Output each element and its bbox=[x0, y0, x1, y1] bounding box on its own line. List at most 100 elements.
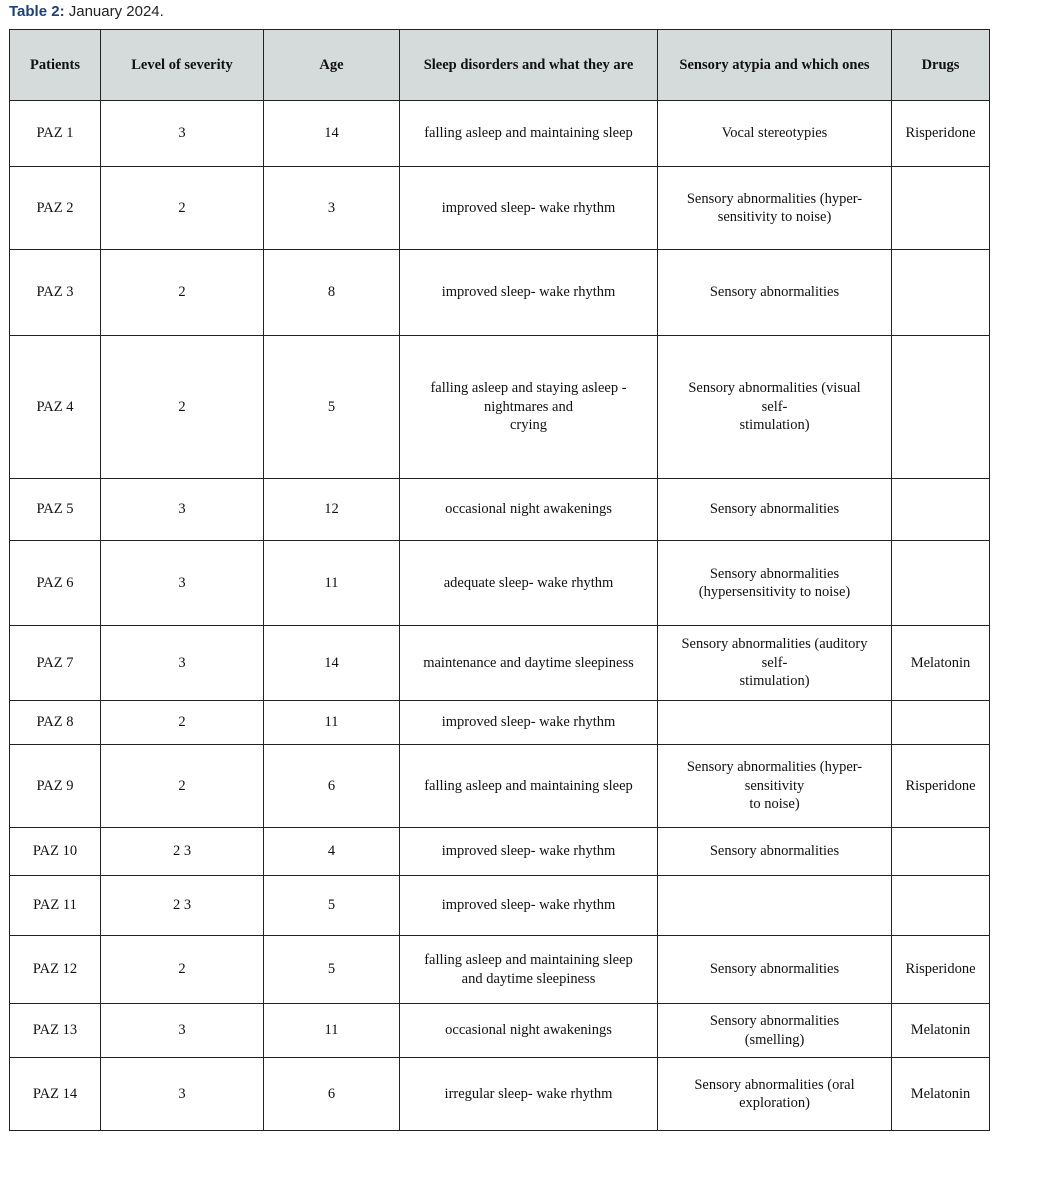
table-cell bbox=[891, 478, 990, 541]
table-cell: adequate sleep- wake rhythm bbox=[399, 540, 658, 626]
table-cell bbox=[657, 875, 892, 936]
table-cell: improved sleep- wake rhythm bbox=[399, 827, 658, 876]
table-cell: 2 3 bbox=[100, 875, 264, 936]
table-cell: 6 bbox=[263, 1057, 400, 1131]
column-header: Level of severity bbox=[100, 29, 264, 101]
table-cell: Risperidone bbox=[891, 744, 990, 828]
table-cell: irregular sleep- wake rhythm bbox=[399, 1057, 658, 1131]
table-row: PAZ 14 3 6 irregular sleep- wake rhythm Sens… bbox=[9, 1057, 990, 1131]
table-cell: 11 bbox=[263, 540, 400, 626]
table-cell: maintenance and daytime sleepiness bbox=[399, 625, 658, 701]
table-cell: occasional night awakenings bbox=[399, 1003, 658, 1058]
table-cell: 5 bbox=[263, 935, 400, 1004]
table-cell: Sensory abnormalities (smelling) bbox=[657, 1003, 892, 1058]
table-cell: occasional night awakenings bbox=[399, 478, 658, 541]
table-cell: Sensory abnormalities (hyper- sensitivit… bbox=[657, 166, 892, 250]
table-body: PAZ 1 3 14 falling asleep and maintaining s… bbox=[9, 100, 990, 1131]
table-cell: Sensory abnormalities (auditory self- st… bbox=[657, 625, 892, 701]
table-cell bbox=[891, 875, 990, 936]
table-cell: Melatonin bbox=[891, 1057, 990, 1131]
table-cell bbox=[891, 335, 990, 479]
table-row: PAZ 5 3 12 occasional night awakenings Senso… bbox=[9, 478, 990, 541]
caption-text: January 2024. bbox=[64, 3, 164, 20]
table-cell: 14 bbox=[263, 100, 400, 167]
table-cell bbox=[891, 827, 990, 876]
table-row: PAZ 11 2 3 5 improved sleep- wake rhythm bbox=[9, 875, 990, 936]
table-cell: 3 bbox=[263, 166, 400, 250]
table-cell: PAZ 8 bbox=[9, 700, 101, 745]
table-row: PAZ 2 2 3 improved sleep- wake rhythm Sensor… bbox=[9, 166, 990, 250]
table-cell bbox=[891, 249, 990, 336]
table-row: PAZ 9 2 6 falling asleep and maintaining sl… bbox=[9, 744, 990, 828]
table-cell: PAZ 10 bbox=[9, 827, 101, 876]
table-cell: Sensory abnormalities (hypersensitivity … bbox=[657, 540, 892, 626]
table-cell: 3 bbox=[100, 100, 264, 167]
table-cell: Sensory abnormalities bbox=[657, 249, 892, 336]
table-cell: falling asleep and maintaining sleep bbox=[399, 744, 658, 828]
table-cell: PAZ 4 bbox=[9, 335, 101, 479]
table-cell: improved sleep- wake rhythm bbox=[399, 249, 658, 336]
table-cell: 6 bbox=[263, 744, 400, 828]
table-cell: PAZ 9 bbox=[9, 744, 101, 828]
table-cell: 5 bbox=[263, 875, 400, 936]
table-caption: Table 2: January 2024. bbox=[9, 3, 164, 20]
table-row: PAZ 1 3 14 falling asleep and maintaining s… bbox=[9, 100, 990, 167]
table-cell: Risperidone bbox=[891, 100, 990, 167]
table-row: PAZ 10 2 3 4 improved sleep- wake rhythm Sen… bbox=[9, 827, 990, 876]
table-cell: 2 bbox=[100, 249, 264, 336]
table-cell bbox=[891, 166, 990, 250]
table-cell: PAZ 3 bbox=[9, 249, 101, 336]
table-cell: falling asleep and maintaining sleep bbox=[399, 100, 658, 167]
header-row: Patients Level of severity Age Sleep disord… bbox=[9, 29, 990, 101]
table-cell bbox=[657, 700, 892, 745]
table-cell: Risperidone bbox=[891, 935, 990, 1004]
table-cell: 2 bbox=[100, 335, 264, 479]
column-header: Age bbox=[263, 29, 400, 101]
table-cell: 4 bbox=[263, 827, 400, 876]
table-cell: Sensory abnormalities (hyper- sensitivit… bbox=[657, 744, 892, 828]
table-cell: Melatonin bbox=[891, 625, 990, 701]
table-cell: 2 bbox=[100, 166, 264, 250]
table-cell: 3 bbox=[100, 540, 264, 626]
table-cell: 11 bbox=[263, 700, 400, 745]
table-cell: Sensory abnormalities bbox=[657, 827, 892, 876]
table-cell: improved sleep- wake rhythm bbox=[399, 875, 658, 936]
table-cell: Sensory abnormalities bbox=[657, 478, 892, 541]
table-cell: 3 bbox=[100, 1003, 264, 1058]
table-row: PAZ 4 2 5 falling asleep and staying asleep… bbox=[9, 335, 990, 479]
table-cell: PAZ 1 bbox=[9, 100, 101, 167]
table-cell: Sensory abnormalities (visual self- stim… bbox=[657, 335, 892, 479]
column-header: Sensory atypia and which ones bbox=[657, 29, 892, 101]
table-cell: 2 3 bbox=[100, 827, 264, 876]
table-row: PAZ 6 3 11 adequate sleep- wake rhythm Senso… bbox=[9, 540, 990, 626]
table-cell: 3 bbox=[100, 478, 264, 541]
table-cell: 14 bbox=[263, 625, 400, 701]
table-cell: PAZ 6 bbox=[9, 540, 101, 626]
table-cell: 2 bbox=[100, 700, 264, 745]
table-cell: falling asleep and staying asleep - nigh… bbox=[399, 335, 658, 479]
table-cell: PAZ 2 bbox=[9, 166, 101, 250]
table-cell: PAZ 13 bbox=[9, 1003, 101, 1058]
table-cell: 11 bbox=[263, 1003, 400, 1058]
table-cell: 12 bbox=[263, 478, 400, 541]
table-cell bbox=[891, 540, 990, 626]
table-cell: 2 bbox=[100, 935, 264, 1004]
table-cell: PAZ 14 bbox=[9, 1057, 101, 1131]
table-row: PAZ 8 2 11 improved sleep- wake rhythm bbox=[9, 700, 990, 745]
table-cell: 8 bbox=[263, 249, 400, 336]
table-cell: PAZ 12 bbox=[9, 935, 101, 1004]
table-cell: PAZ 11 bbox=[9, 875, 101, 936]
table-cell: Vocal stereotypies bbox=[657, 100, 892, 167]
table-row: PAZ 13 3 11 occasional night awakenings Sens… bbox=[9, 1003, 990, 1058]
column-header: Sleep disorders and what they are bbox=[399, 29, 658, 101]
table-cell bbox=[891, 700, 990, 745]
table-cell: PAZ 5 bbox=[9, 478, 101, 541]
table-cell: 3 bbox=[100, 625, 264, 701]
table-cell: Sensory abnormalities bbox=[657, 935, 892, 1004]
table-row: PAZ 7 3 14 maintenance and daytime sleepine… bbox=[9, 625, 990, 701]
table-cell: Melatonin bbox=[891, 1003, 990, 1058]
table-row: PAZ 12 2 5 falling asleep and maintaining s… bbox=[9, 935, 990, 1004]
table-cell: falling asleep and maintaining sleep and… bbox=[399, 935, 658, 1004]
patients-table: Patients Level of severity Age Sleep disord… bbox=[9, 29, 990, 1131]
table-cell: 2 bbox=[100, 744, 264, 828]
